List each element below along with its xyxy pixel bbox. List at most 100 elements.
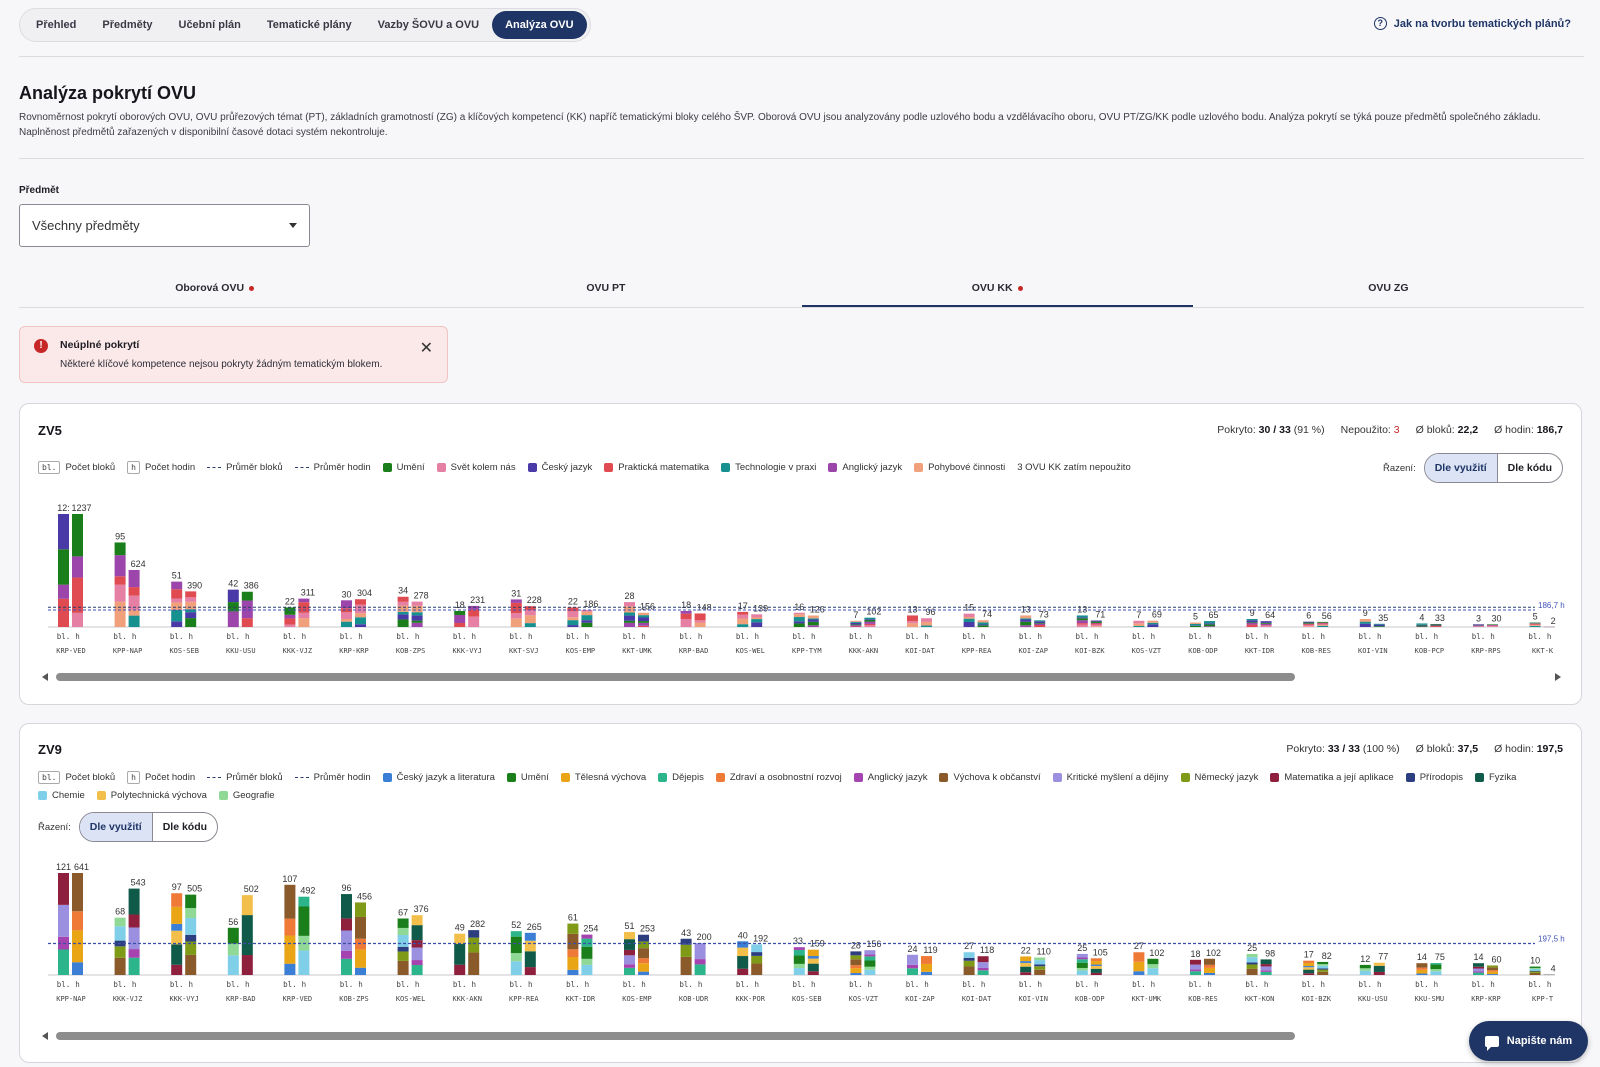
zv5-card: ZV5 Pokryto: 30 / 33 (91 %) Nepoužito: 3…: [19, 403, 1582, 705]
bar-segment: [1473, 966, 1484, 969]
page-description: Rovnoměrnost pokrytí oborových OVU, OVU …: [19, 112, 1541, 138]
block-count-label: 5: [1193, 612, 1198, 622]
nav-tab[interactable]: Tematické plány: [266, 19, 352, 31]
axis-bl-label: bl.: [1415, 632, 1429, 641]
nav-tab[interactable]: Vazby ŠOVU a OVU: [377, 19, 480, 31]
bar-segment: [1260, 622, 1272, 624]
sort-by-use-button[interactable]: Dle využití: [1424, 454, 1497, 482]
block-count-label: 13: [1077, 604, 1087, 614]
axis-bl-label: bl.: [453, 980, 467, 989]
sort-by-code-button[interactable]: Dle kódu: [1496, 454, 1562, 482]
bar-segment: [185, 941, 197, 955]
category-label: KOI-BZK: [1075, 647, 1105, 655]
axis-h-label: h: [1094, 980, 1099, 989]
category-label: KKK-AKN: [452, 995, 482, 1003]
axis-bl-label: bl.: [340, 632, 354, 641]
sort-label: Řazení:: [38, 821, 71, 833]
bar-segment: [921, 971, 932, 975]
nav-tab[interactable]: Učební plán: [178, 19, 241, 31]
close-icon[interactable]: ✕: [419, 340, 433, 357]
scroll-thumb[interactable]: [56, 1032, 1295, 1040]
bar-segment: [1303, 973, 1315, 975]
chat-button[interactable]: Napište nám: [1469, 1021, 1588, 1061]
dashed-line-icon: [207, 467, 222, 468]
scroll-right-icon[interactable]: [1555, 673, 1561, 681]
stat-unused: Nepoužito: 3: [1340, 424, 1400, 436]
bar-segment: [1147, 624, 1159, 627]
bar-segment: [341, 958, 352, 975]
bar-segment: [737, 956, 749, 969]
bar-segment: [1260, 621, 1272, 623]
color-swatch: [658, 773, 668, 782]
scroll-left-icon[interactable]: [42, 1032, 48, 1040]
bar-segment: [1034, 622, 1046, 624]
category-label: KKT-K: [1532, 647, 1554, 655]
analysis-tab[interactable]: OVU ZG: [1193, 270, 1584, 307]
hour-count-label: 231: [470, 595, 485, 605]
bar-segment: [1303, 624, 1315, 627]
analysis-tab[interactable]: OVU KK: [801, 270, 1193, 307]
axis-h-label: h: [188, 632, 193, 641]
analysis-tab[interactable]: Oborová OVU: [19, 270, 410, 307]
color-swatch: [1475, 773, 1484, 782]
scroll-thumb[interactable]: [56, 673, 1295, 681]
zv5-scrollbar[interactable]: [38, 672, 1565, 682]
hour-count-label: 376: [414, 904, 429, 914]
category-label: KKT-KON: [1245, 995, 1275, 1003]
nav-tab[interactable]: Přehled: [36, 19, 77, 31]
bar-segment: [1246, 953, 1258, 958]
category-label: KKK-AKN: [849, 647, 879, 655]
axis-bl-label: bl.: [1528, 980, 1542, 989]
bar-segment: [1359, 618, 1371, 622]
block-count-label: 107: [282, 874, 297, 884]
bar-segment: [298, 950, 310, 975]
hour-count-label: 641: [74, 862, 89, 872]
axis-bl-label: bl.: [227, 632, 241, 641]
bar-segment: [1473, 971, 1484, 973]
axis-bl-label: bl.: [962, 632, 976, 641]
nav-tab[interactable]: Analýza OVU: [492, 11, 587, 39]
analysis-tab[interactable]: OVU PT: [410, 270, 801, 307]
bar-segment: [638, 971, 649, 975]
scroll-left-icon[interactable]: [42, 673, 48, 681]
block-count-label: 34: [398, 586, 408, 596]
axis-h-label: h: [1207, 632, 1212, 641]
zv9-scrollbar[interactable]: [38, 1031, 1565, 1041]
bar-segment: [1529, 970, 1541, 972]
legend-label: Český jazyk: [541, 462, 593, 473]
block-count-label: 13: [1021, 604, 1031, 614]
bar-segment: [1076, 623, 1088, 625]
bar-segment: [1487, 624, 1498, 625]
block-count-label: 22: [285, 596, 295, 606]
dashed-line-icon: [294, 777, 309, 778]
question-icon: ?: [1373, 17, 1387, 30]
block-count-label: 18: [681, 600, 691, 610]
bar-segment: [850, 621, 862, 623]
bar-segment: [1020, 972, 1032, 975]
legend-label: Technologie v praxi: [735, 462, 817, 473]
bar-segment: [1529, 625, 1541, 627]
sort-by-code-button[interactable]: Dle kódu: [151, 813, 217, 841]
bar-segment: [171, 621, 183, 627]
axis-bl-label: bl.: [113, 980, 127, 989]
bar-segment: [185, 591, 197, 598]
sort-by-use-button[interactable]: Dle využití: [79, 813, 152, 841]
bar-segment: [241, 955, 253, 975]
axis-bl-label: bl.: [396, 980, 410, 989]
legend-avg-blocks: Průměr bloků: [207, 462, 283, 473]
bar-segment: [1416, 963, 1428, 968]
axis-bl-label: bl.: [679, 632, 693, 641]
bar-segment: [524, 967, 536, 975]
bar-segment: [694, 613, 706, 621]
hour-count-label: 74: [982, 609, 992, 619]
bar-segment: [1090, 972, 1102, 975]
block-count-label: 49: [455, 923, 465, 933]
block-count-label: 3: [1476, 613, 1481, 623]
nav-tab[interactable]: Předměty: [102, 19, 153, 31]
legend-blocks: bl. Počet bloků: [38, 771, 115, 784]
bar-segment: [284, 607, 296, 615]
help-link[interactable]: ? Jak na tvorbu tematických plánů?: [1373, 17, 1571, 30]
subject-select[interactable]: Všechny předměty: [19, 204, 310, 247]
legend-label: Výchova k občanství: [953, 772, 1041, 783]
bar-segment: [1473, 624, 1484, 626]
